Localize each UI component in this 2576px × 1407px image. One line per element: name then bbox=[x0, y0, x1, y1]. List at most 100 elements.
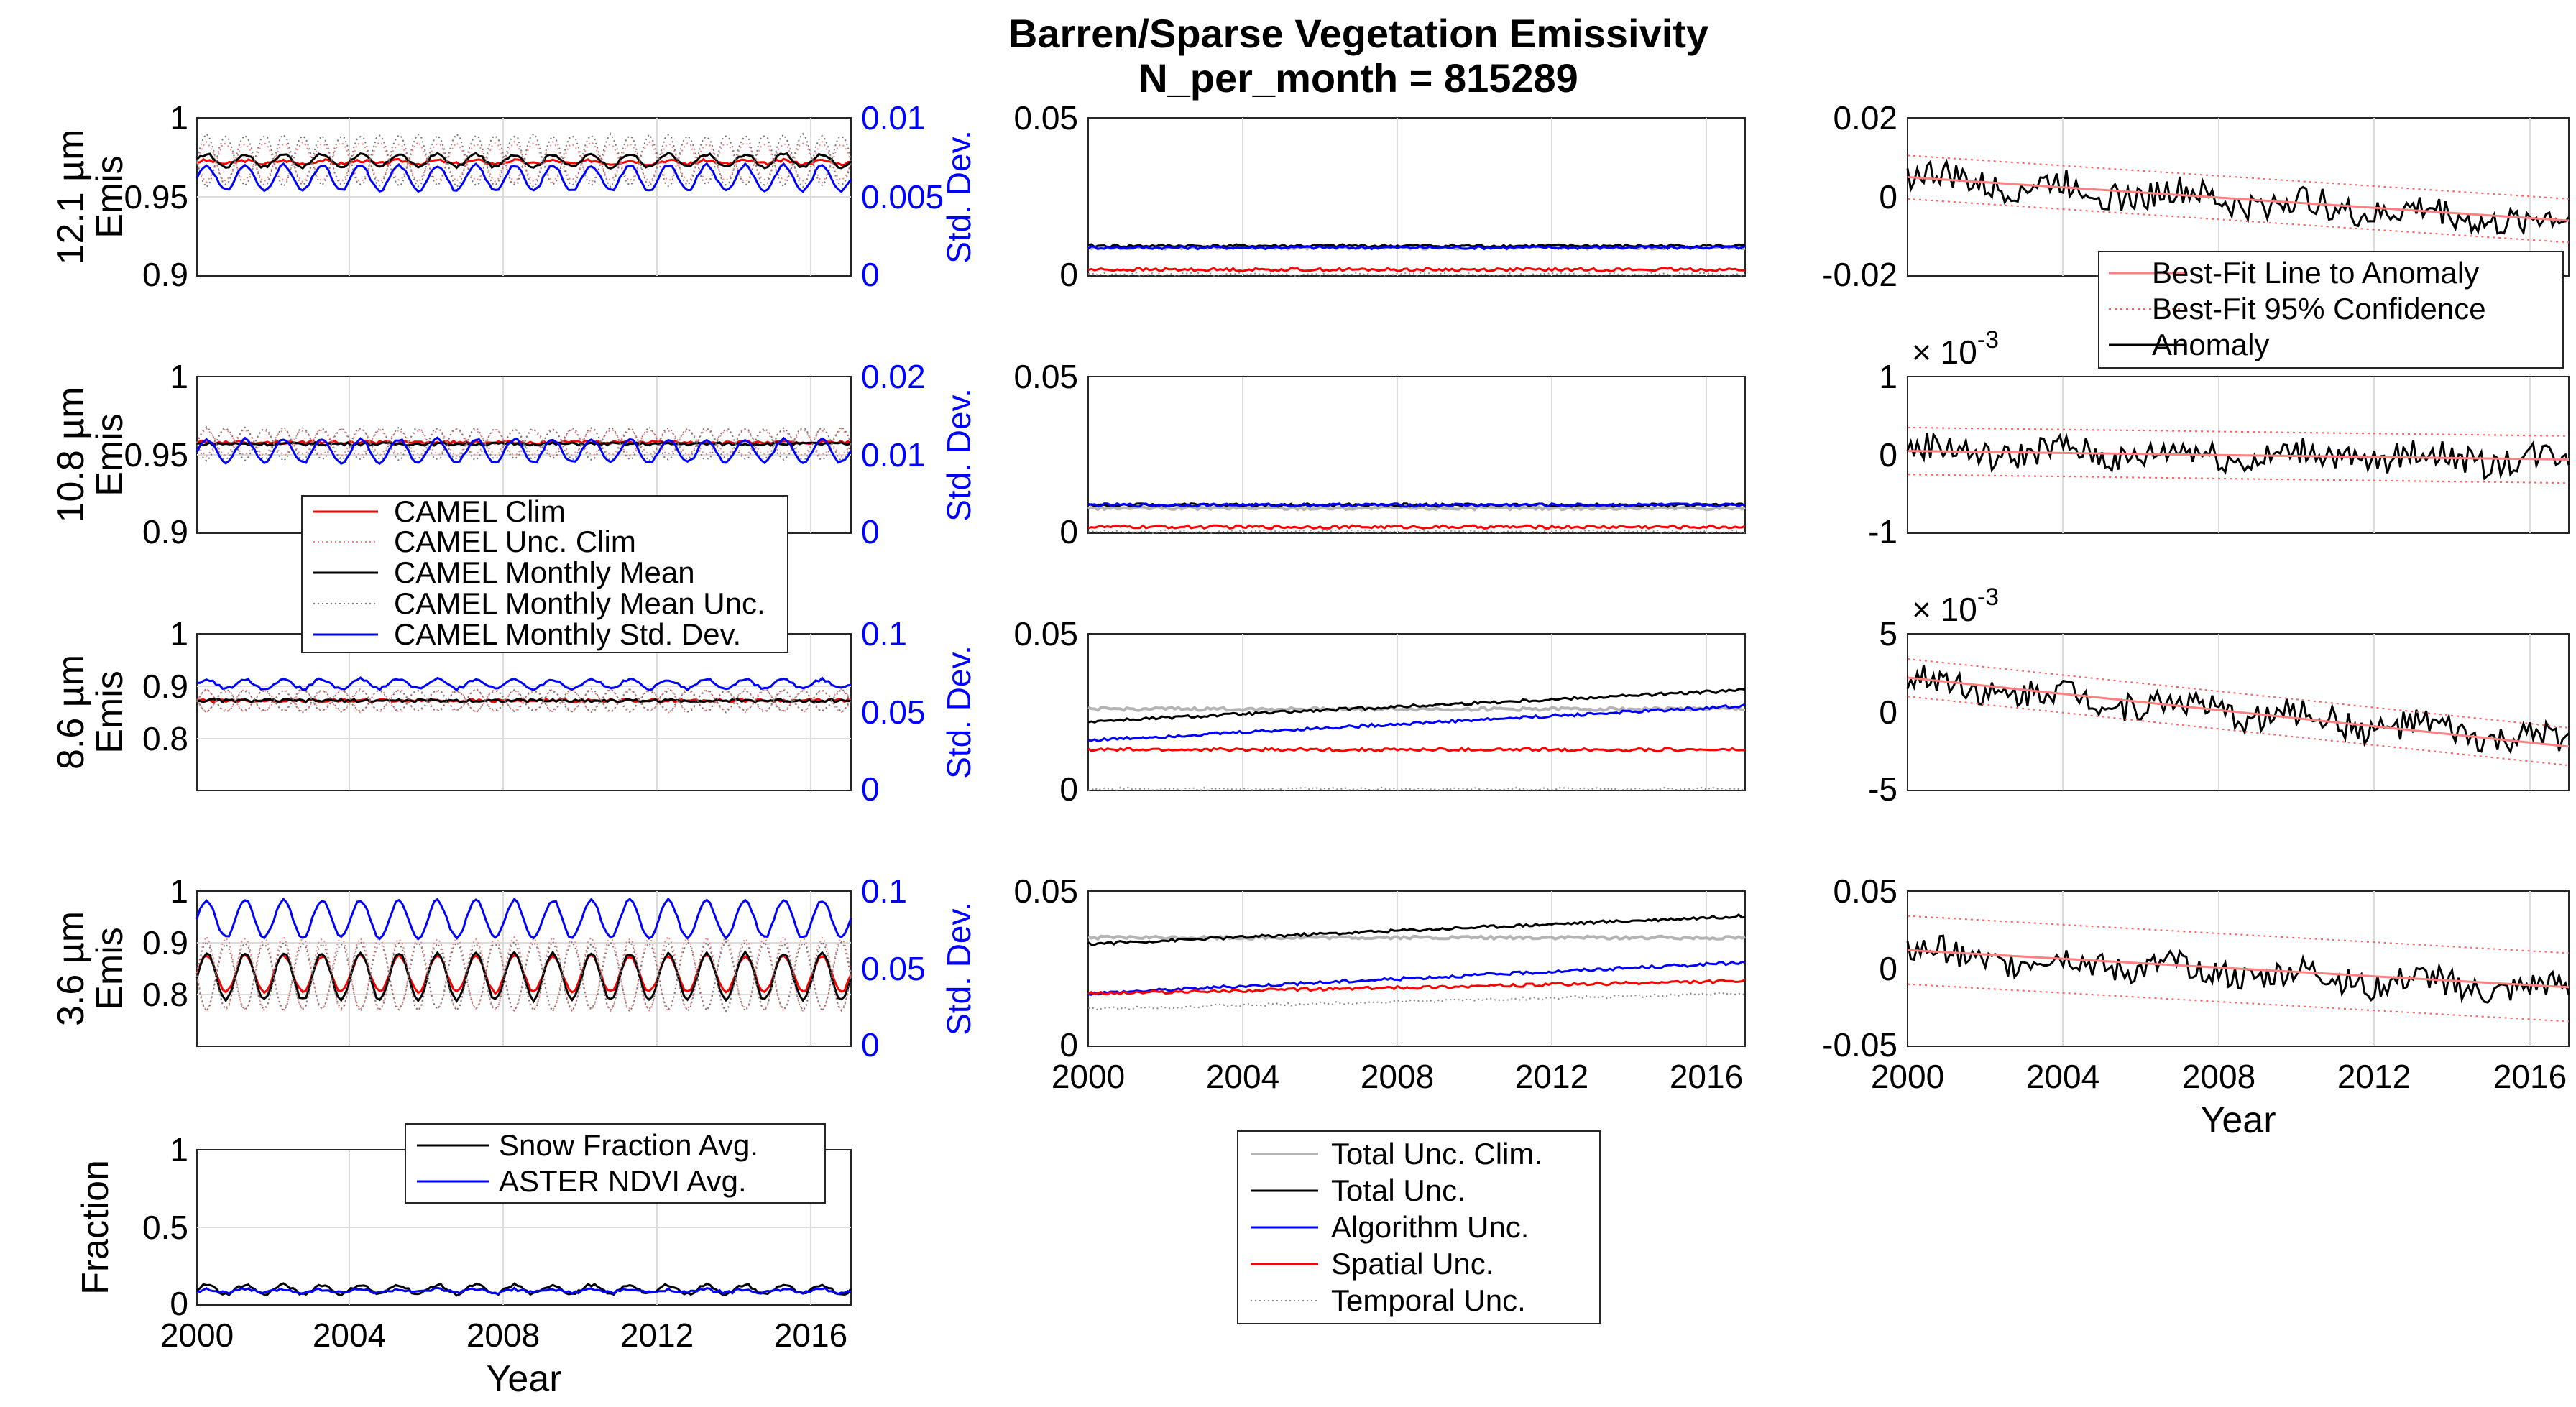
legend-box bbox=[2098, 251, 2564, 369]
series-line-best-fit-95-confidence bbox=[1907, 198, 2570, 244]
ytick-label: 5 bbox=[1879, 615, 1898, 652]
ytick-label: 1 bbox=[170, 99, 188, 137]
series-line-camel-monthly-mean-unc- bbox=[196, 688, 852, 704]
series-line-algorithm-unc- bbox=[1087, 502, 1746, 508]
ytick-label: 0 bbox=[1879, 436, 1898, 474]
ytick-label: 0 bbox=[1059, 1026, 1078, 1064]
series-line-algorithm-unc- bbox=[1087, 244, 1746, 251]
series-line-best-fit-95-confidence bbox=[1907, 154, 2570, 200]
grid bbox=[2062, 118, 2531, 276]
series-line-total-unc-clim- bbox=[1087, 706, 1746, 713]
grid bbox=[197, 634, 851, 790]
series-line-algorithm-unc- bbox=[1087, 960, 1746, 996]
ytick-label: -1 bbox=[1868, 513, 1898, 550]
ytick-label: 0 bbox=[1879, 178, 1898, 216]
panel-b3: 0.05 0 bbox=[1013, 615, 1746, 808]
series-line-camel-monthly-std-dev- bbox=[196, 162, 852, 193]
ytick-label: 0.8 bbox=[142, 720, 188, 757]
legend-entry: CAMEL Unc. Clim bbox=[394, 525, 636, 558]
xtick-label: 2004 bbox=[1206, 1058, 1279, 1095]
y2tick-label: 0 bbox=[861, 1026, 880, 1064]
plot-area bbox=[196, 1282, 852, 1297]
ytick-label: -0.02 bbox=[1822, 256, 1898, 293]
xtick-label: 2000 bbox=[160, 1316, 234, 1354]
series-line-camel-monthly-std-dev- bbox=[196, 436, 852, 465]
legend-anomaly: Best-Fit Line to Anomaly Best-Fit 95% Co… bbox=[2098, 251, 2564, 369]
legend-uncertainty: Total Unc. Clim. Total Unc. Algorithm Un… bbox=[1237, 1130, 1601, 1324]
xtick-label: 2008 bbox=[1361, 1058, 1434, 1095]
y2tick-label: 0 bbox=[861, 770, 880, 808]
ytick-label: 0.9 bbox=[142, 256, 188, 293]
axes-box bbox=[196, 633, 852, 791]
ylabel: 3.6 µmEmis bbox=[50, 911, 131, 1026]
ytick-label: 0.05 bbox=[1013, 615, 1078, 652]
plot-area bbox=[1906, 915, 2570, 1023]
xtick-label: 2016 bbox=[1670, 1058, 1743, 1095]
panel-a1: 1 0.95 0.9 0.01 0.005 0 12.1 µmEmis Std.… bbox=[50, 99, 978, 293]
legend-entry: Temporal Unc. bbox=[1331, 1283, 1526, 1317]
panel-a4: 1 0.9 0.8 0.1 0.05 0 3.6 µmEmis Std. Dev… bbox=[50, 872, 978, 1064]
legend-entry: Best-Fit 95% Confidence bbox=[2152, 292, 2486, 326]
series-line-best-fit-line-to-anomaly bbox=[1907, 176, 2570, 222]
series-line-total-unc- bbox=[1087, 913, 1746, 946]
figure-subtitle: N_per_month = 815289 bbox=[1138, 55, 1578, 101]
ylabel-band: 12.1 µm bbox=[50, 129, 92, 265]
plot-area bbox=[196, 676, 852, 714]
series-line-anomaly bbox=[1906, 431, 2570, 481]
grid bbox=[2062, 634, 2531, 790]
plot-area bbox=[1087, 913, 1746, 1011]
panel-b4: 0.05 0 2000 2004 2008 2012 2016 bbox=[1013, 872, 1746, 1095]
ylabel-band: 8.6 µm bbox=[50, 655, 92, 770]
grid bbox=[1242, 118, 1707, 276]
legend-entry: Total Unc. bbox=[1331, 1173, 1466, 1207]
panel-b1: 0.05 0 bbox=[1013, 99, 1746, 293]
ytick-label: 1 bbox=[170, 1131, 188, 1168]
xtick-label: 2004 bbox=[313, 1316, 386, 1354]
xtick-label: 2008 bbox=[466, 1316, 540, 1354]
legend-entry: Anomaly bbox=[2152, 328, 2269, 361]
y2tick-label: 0 bbox=[861, 513, 880, 550]
series-line-spatial-unc- bbox=[1087, 747, 1746, 753]
xtick-label: 2000 bbox=[1871, 1058, 1944, 1095]
y2tick-label: 0.01 bbox=[861, 436, 926, 474]
plot-area bbox=[1087, 502, 1746, 535]
panel-c2: 1 0 -1 × 10-3 bbox=[1868, 326, 2570, 550]
y2label: Std. Dev. bbox=[940, 130, 978, 264]
series-line-best-fit-line-to-anomaly bbox=[1907, 676, 2570, 748]
ytick-label: 0.9 bbox=[142, 668, 188, 705]
y2tick-label: 0 bbox=[861, 256, 880, 293]
xlabel: Year bbox=[486, 1358, 561, 1400]
series-line-camel-unc-clim bbox=[196, 438, 852, 458]
legend-box bbox=[405, 1123, 826, 1204]
y2tick-label: 0.05 bbox=[861, 693, 926, 731]
ytick-label: 1 bbox=[1879, 358, 1898, 395]
series-line-best-fit-95-confidence bbox=[1907, 983, 2570, 1023]
xtick-label: 2012 bbox=[620, 1316, 694, 1354]
plot-area bbox=[1087, 243, 1746, 277]
series-line-camel-monthly-mean-unc- bbox=[196, 974, 852, 1013]
ytick-label: 0.05 bbox=[1013, 872, 1078, 910]
plot-area bbox=[1906, 426, 2570, 484]
series-line-camel-monthly-mean bbox=[196, 949, 852, 1004]
ytick-label: 0 bbox=[1059, 256, 1078, 293]
legend-entry: Total Unc. Clim. bbox=[1331, 1137, 1542, 1171]
series-line-spatial-unc- bbox=[1087, 524, 1746, 530]
exponent-label: × 10-3 bbox=[1912, 583, 1999, 628]
xtick-label: 2016 bbox=[2493, 1058, 2567, 1095]
ylabel-band: 3.6 µm bbox=[50, 911, 92, 1026]
ytick-label: 0.9 bbox=[142, 513, 188, 550]
series-line-spatial-unc- bbox=[1087, 979, 1746, 996]
y2tick-label: 0.005 bbox=[861, 178, 944, 216]
series-line-total-unc- bbox=[1087, 688, 1746, 724]
series-line-temporal-unc- bbox=[1087, 786, 1746, 792]
grid bbox=[2062, 891, 2531, 1046]
ytick-label: 0.9 bbox=[142, 924, 188, 961]
plot-area bbox=[1087, 688, 1746, 792]
series-line-camel-monthly-mean-unc- bbox=[196, 440, 852, 463]
legend-entry: CAMEL Clim bbox=[394, 494, 566, 528]
grid bbox=[1242, 634, 1707, 790]
ytick-label: 0 bbox=[170, 1285, 188, 1322]
xtick-label: 2016 bbox=[774, 1316, 847, 1354]
axes-box bbox=[1087, 890, 1746, 1047]
